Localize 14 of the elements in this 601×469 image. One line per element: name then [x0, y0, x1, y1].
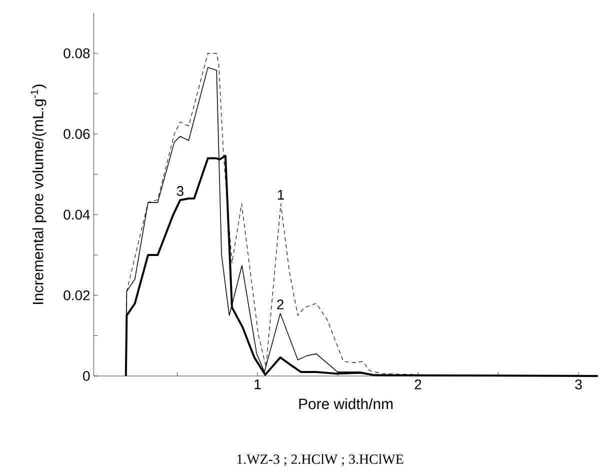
y-tick-label: 0.04	[64, 210, 90, 220]
y-tick-label: 0.06	[64, 128, 90, 139]
annotation: 2	[277, 299, 284, 310]
x-tick-label: 2	[414, 379, 422, 390]
text: 1.WZ-3 ; 2.HClW ; 3.HClWE	[237, 454, 404, 466]
y-tick-label: 0	[83, 370, 90, 381]
y-tick-label: 0.08	[64, 48, 90, 58]
annotation: 3	[176, 186, 184, 196]
x-axis-title: Pore width/nm	[299, 398, 393, 410]
y-tick-label: 0.02	[64, 290, 90, 300]
annotation: 1	[278, 190, 284, 200]
x-tick-label: 3	[575, 379, 582, 390]
x-tick-label: 1	[254, 379, 261, 389]
y-axis-title: Incremental pore volume/(mL.g$^{-1}$)	[30, 84, 46, 304]
